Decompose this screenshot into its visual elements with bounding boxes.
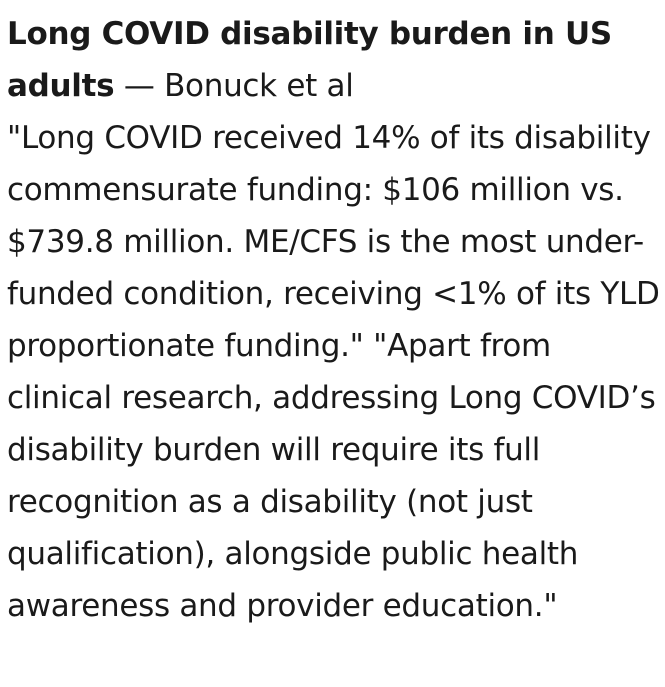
article-author: Bonuck et al — [164, 68, 354, 104]
article-title: Long COVID disability burden in US adult… — [7, 16, 612, 104]
article-quote: "Long COVID received 14% of its disabili… — [7, 120, 660, 624]
post-body: Long COVID disability burden in US adult… — [7, 8, 662, 632]
post-heading: Long COVID disability burden in US adult… — [7, 8, 662, 112]
title-author-separator: — — [114, 68, 165, 104]
